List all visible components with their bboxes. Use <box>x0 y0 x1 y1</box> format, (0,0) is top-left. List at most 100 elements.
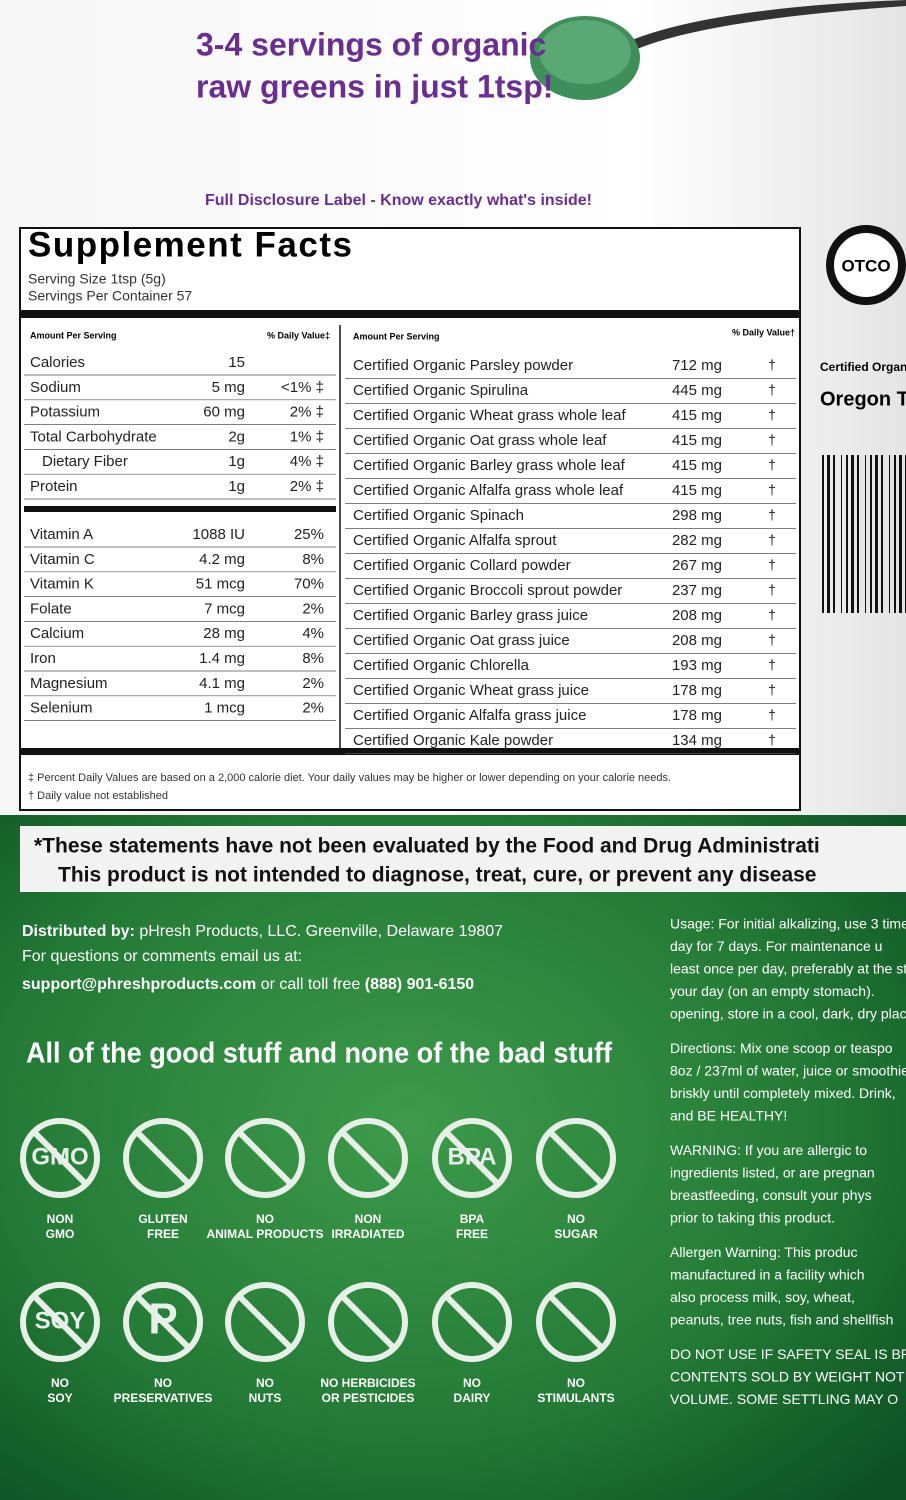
icon-label: STIMULANTS <box>537 1391 614 1405</box>
nutrient-name: Potassium <box>30 404 100 421</box>
icon-label: SUGAR <box>554 1227 598 1241</box>
distributor-line: support@phreshproducts.com or call toll … <box>22 976 474 993</box>
ingredient: Certified Organic Oat grass whole leaf <box>353 432 607 449</box>
text-run: Distributed by: <box>22 923 135 940</box>
bar-stripe <box>846 455 848 613</box>
daily-value: 8% <box>302 650 324 667</box>
icon-slash <box>443 1129 501 1187</box>
icon-circle <box>328 1282 408 1362</box>
daily-value: † <box>768 582 776 598</box>
daily-value: † <box>768 407 776 423</box>
ingredient: Certified Organic Alfalfa grass whole le… <box>353 482 624 499</box>
icon-label: GMO <box>46 1227 75 1241</box>
icon-label: FREE <box>456 1227 488 1241</box>
servings: Servings Per Container 57 <box>28 288 192 304</box>
distributor-line: For questions or comments email us at: <box>22 948 302 965</box>
nutrient-name: Vitamin A <box>30 526 93 543</box>
ingredient-amount: 282 mg <box>672 532 722 549</box>
icon-label: IRRADIATED <box>331 1227 404 1241</box>
text-run: (888) 901-6150 <box>365 976 475 993</box>
icon-circle <box>225 1282 305 1362</box>
icon-label: NON <box>47 1212 74 1226</box>
nutrient-name: Total Carbohydrate <box>30 428 157 445</box>
directions-line: also process milk, soy, wheat, <box>670 1289 855 1305</box>
icon-slash <box>236 1129 294 1187</box>
text-run: For questions or comments email us at: <box>22 948 302 965</box>
icon-label: BPA <box>460 1212 485 1226</box>
ingredient-amount: 298 mg <box>672 507 722 524</box>
icon-slash <box>547 1129 605 1187</box>
nutrient-amount: 1088 IU <box>192 526 245 543</box>
daily-value: 2% <box>302 600 324 617</box>
daily-value: 1% ‡ <box>290 428 324 445</box>
col-head: Amount Per Serving <box>353 331 440 341</box>
nutrient-name: Calcium <box>30 625 84 642</box>
nutrient-name: Protein <box>30 478 78 495</box>
ingredient-amount: 415 mg <box>672 432 722 449</box>
directions-line: peanuts, tree nuts, fish and shellfish <box>670 1312 893 1328</box>
icon-slash <box>134 1129 192 1187</box>
ingredient-amount: 415 mg <box>672 407 722 424</box>
slogan: All of the good stuff and none of the ba… <box>26 1038 612 1070</box>
icon-circle <box>432 1282 512 1362</box>
directions-line: briskly until completely mixed. Drink, <box>670 1085 896 1101</box>
ingredient-amount: 445 mg <box>672 382 722 399</box>
headline: 3-4 servings of organic <box>196 26 546 62</box>
cert-line: Oregon T <box>820 388 906 410</box>
disclaimer-band <box>20 826 906 892</box>
bar-stripe <box>865 455 866 613</box>
daily-value: 2% ‡ <box>290 404 324 421</box>
nutrient-name: Vitamin K <box>30 576 94 593</box>
ingredient: Certified Organic Spirulina <box>353 382 529 399</box>
daily-value: 4% <box>302 625 324 642</box>
rule <box>24 506 336 512</box>
icon-label: NO <box>154 1376 172 1390</box>
daily-value: <1% ‡ <box>281 379 324 396</box>
icon-circle <box>536 1118 616 1198</box>
icon-label: NO HERBICIDES <box>320 1376 415 1390</box>
bar-stripe <box>881 455 883 613</box>
facts-title: Supplement Facts <box>28 225 353 264</box>
ingredient-amount: 267 mg <box>672 557 722 574</box>
icon-label: SOY <box>47 1391 72 1405</box>
bar-stripe <box>875 455 878 613</box>
icon-label: FREE <box>147 1227 179 1241</box>
bar-stripe <box>894 455 896 613</box>
nutrient-amount: 2g <box>228 428 245 445</box>
daily-value: † <box>768 657 776 673</box>
bar-stripe <box>889 455 890 613</box>
icon-circle <box>123 1282 203 1362</box>
bar-stripe <box>870 455 872 613</box>
directions-line: and BE HEALTHY! <box>670 1108 787 1124</box>
col-head: Amount Per Serving <box>30 330 117 340</box>
ingredient: Certified Organic Kale powder <box>353 732 553 749</box>
text-run: or call toll free <box>256 976 364 993</box>
footnote: ‡ Percent Daily Values are based on a 2,… <box>28 772 671 784</box>
directions-line: Allergen Warning: This produc <box>670 1244 858 1260</box>
nutrient-amount: 60 mg <box>203 404 245 421</box>
icon-slash <box>339 1129 397 1187</box>
nutrient-amount: 1g <box>228 453 245 470</box>
directions-line: 8oz / 237ml of water, juice or smoothie <box>670 1063 906 1079</box>
icon-slash <box>31 1129 89 1187</box>
icon-slash <box>236 1293 294 1351</box>
directions-line: day for 7 days. For maintenance u <box>670 938 882 954</box>
ingredient-amount: 415 mg <box>672 482 722 499</box>
ingredient-amount: 178 mg <box>672 682 722 699</box>
nutrient-amount: 28 mg <box>203 625 245 642</box>
icon-circle <box>225 1118 305 1198</box>
otco: OTCO <box>841 256 890 275</box>
nutrient-name: Calories <box>30 354 85 371</box>
serving-size: Serving Size 1tsp (5g) <box>28 271 166 287</box>
bar-stripe <box>822 455 824 613</box>
col-head: % Daily Value† <box>732 327 795 337</box>
nutrient-amount: 15 <box>228 354 245 371</box>
directions-line: breastfeeding, consult your phys <box>670 1187 872 1203</box>
ingredient-amount: 178 mg <box>672 707 722 724</box>
nutrient-name: Folate <box>30 600 72 617</box>
directions-line: opening, store in a cool, dark, dry plac… <box>670 1006 906 1022</box>
nutrient-name: Sodium <box>30 379 81 396</box>
rule <box>20 310 800 318</box>
daily-value: 70% <box>294 576 324 593</box>
